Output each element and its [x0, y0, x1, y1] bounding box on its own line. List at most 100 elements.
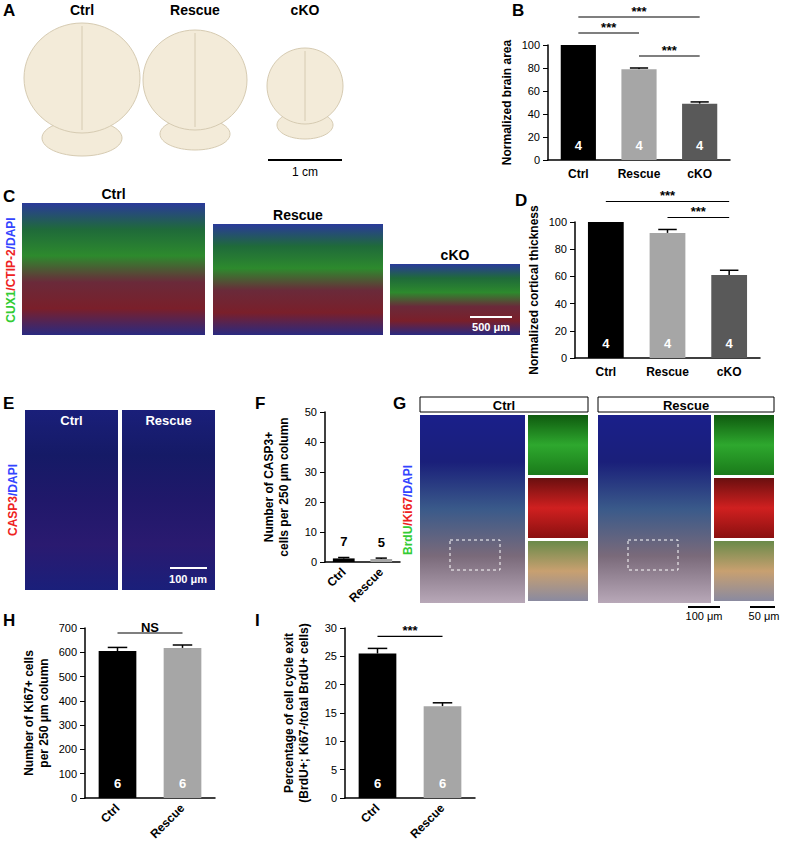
svg-text:Rescue: Rescue	[646, 365, 689, 379]
svg-text:Rescue: Rescue	[407, 801, 447, 841]
svg-text:G: G	[393, 394, 406, 413]
svg-text:15: 15	[325, 707, 337, 719]
svg-text:Ctrl: Ctrl	[101, 186, 125, 202]
svg-text:Rescue: Rescue	[346, 565, 386, 605]
svg-text:H: H	[3, 611, 15, 630]
svg-text:6: 6	[374, 776, 381, 791]
svg-text:20: 20	[325, 679, 337, 691]
svg-text:30: 30	[305, 466, 317, 478]
svg-text:400: 400	[59, 695, 77, 707]
svg-text:Ctrl: Ctrl	[568, 167, 589, 181]
svg-text:***: ***	[662, 43, 678, 58]
svg-text:C: C	[3, 187, 15, 206]
svg-text:per 250 μm column: per 250 μm column	[37, 658, 51, 767]
svg-text:Rescue: Rescue	[145, 413, 191, 428]
svg-text:/DAPI: /DAPI	[6, 464, 20, 496]
svg-text:60: 60	[528, 85, 540, 97]
svg-text:Ctrl: Ctrl	[595, 365, 616, 379]
svg-text:cells per 250 μm column: cells per 250 μm column	[277, 417, 291, 556]
svg-text:100 μm: 100 μm	[686, 610, 723, 622]
svg-text:E: E	[3, 394, 14, 413]
svg-text:Rescue: Rescue	[618, 167, 661, 181]
svg-text:4: 4	[575, 138, 583, 153]
svg-text:0: 0	[534, 154, 540, 166]
svg-text:Ctrl: Ctrl	[358, 801, 382, 825]
svg-text:40: 40	[528, 108, 540, 120]
svg-text:Number of Ki67+ cells: Number of Ki67+ cells	[22, 650, 36, 776]
svg-text:20: 20	[305, 496, 317, 508]
svg-text:D: D	[515, 191, 527, 210]
svg-text:A: A	[3, 1, 15, 20]
svg-text:cKO: cKO	[687, 167, 712, 181]
svg-text:0: 0	[311, 556, 317, 568]
svg-text:6: 6	[114, 776, 121, 791]
svg-text:(BrdU+; Ki67-/total BrdU+ cell: (BrdU+; Ki67-/total BrdU+ cells)	[297, 623, 311, 802]
svg-text:500 μm: 500 μm	[472, 321, 510, 333]
svg-text:/Ki67: /Ki67	[401, 497, 415, 526]
svg-text:***: ***	[631, 4, 647, 19]
svg-text:0: 0	[561, 352, 567, 364]
svg-text:7: 7	[340, 534, 347, 549]
svg-text:/CTIP-2: /CTIP-2	[4, 249, 18, 291]
svg-text:700: 700	[59, 622, 77, 634]
svg-text:25: 25	[325, 650, 337, 662]
svg-text:60: 60	[555, 270, 567, 282]
svg-text:500: 500	[59, 671, 77, 683]
svg-text:4: 4	[602, 336, 610, 351]
svg-text:CASP3: CASP3	[6, 496, 20, 536]
svg-text:cKO: cKO	[441, 247, 470, 263]
svg-text:Rescue: Rescue	[170, 2, 220, 18]
svg-text:B: B	[512, 1, 524, 20]
svg-text:20: 20	[528, 131, 540, 143]
svg-text:4: 4	[635, 138, 643, 153]
svg-text:***: ***	[402, 623, 418, 638]
svg-text:50 μm: 50 μm	[749, 610, 780, 622]
svg-text:300: 300	[59, 719, 77, 731]
svg-text:50: 50	[305, 406, 317, 418]
svg-text:10: 10	[305, 526, 317, 538]
svg-text:6: 6	[179, 776, 186, 791]
svg-text:Normalized cortical thickness: Normalized cortical thickness	[527, 205, 541, 375]
svg-text:/DAPI: /DAPI	[4, 217, 18, 249]
svg-text:I: I	[255, 611, 260, 630]
svg-text:10: 10	[325, 735, 337, 747]
svg-text:80: 80	[528, 62, 540, 74]
svg-text:Ctrl: Ctrl	[60, 413, 82, 428]
svg-text:600: 600	[59, 646, 77, 658]
svg-text:Rescue: Rescue	[273, 207, 323, 223]
svg-text:BrdU: BrdU	[401, 526, 415, 555]
svg-text:6: 6	[439, 776, 446, 791]
svg-text:100: 100	[549, 216, 567, 228]
svg-text:cKO: cKO	[291, 2, 320, 18]
svg-text:Ctrl: Ctrl	[493, 398, 515, 413]
svg-text:5: 5	[378, 535, 385, 550]
svg-text:Ctrl: Ctrl	[324, 565, 348, 589]
svg-text:4: 4	[726, 336, 734, 351]
svg-text:40: 40	[555, 298, 567, 310]
svg-text:Ctrl: Ctrl	[70, 2, 94, 18]
svg-text:0: 0	[71, 792, 77, 804]
svg-text:***: ***	[660, 188, 676, 203]
svg-text:40: 40	[305, 436, 317, 448]
svg-text:***: ***	[691, 204, 707, 219]
svg-text:80: 80	[555, 243, 567, 255]
svg-text:***: ***	[601, 20, 617, 35]
svg-text:20: 20	[555, 325, 567, 337]
svg-text:Percentage of cell cycle exit: Percentage of cell cycle exit	[282, 633, 296, 793]
svg-text:100: 100	[522, 39, 540, 51]
svg-text:30: 30	[325, 622, 337, 634]
svg-text:200: 200	[59, 743, 77, 755]
svg-text:F: F	[255, 394, 265, 413]
svg-text:NS: NS	[141, 620, 159, 635]
svg-text:cKO: cKO	[717, 365, 742, 379]
svg-text:Normalized brain area: Normalized brain area	[500, 39, 514, 165]
svg-text:CUX1: CUX1	[4, 290, 18, 322]
svg-text:100 μm: 100 μm	[169, 573, 207, 585]
svg-text:4: 4	[664, 336, 672, 351]
svg-text:Rescue: Rescue	[663, 398, 709, 413]
svg-text:4: 4	[696, 138, 704, 153]
svg-text:0: 0	[331, 792, 337, 804]
svg-text:Rescue: Rescue	[147, 801, 187, 841]
svg-text:1 cm: 1 cm	[292, 165, 318, 179]
svg-text:Ctrl: Ctrl	[98, 801, 122, 825]
